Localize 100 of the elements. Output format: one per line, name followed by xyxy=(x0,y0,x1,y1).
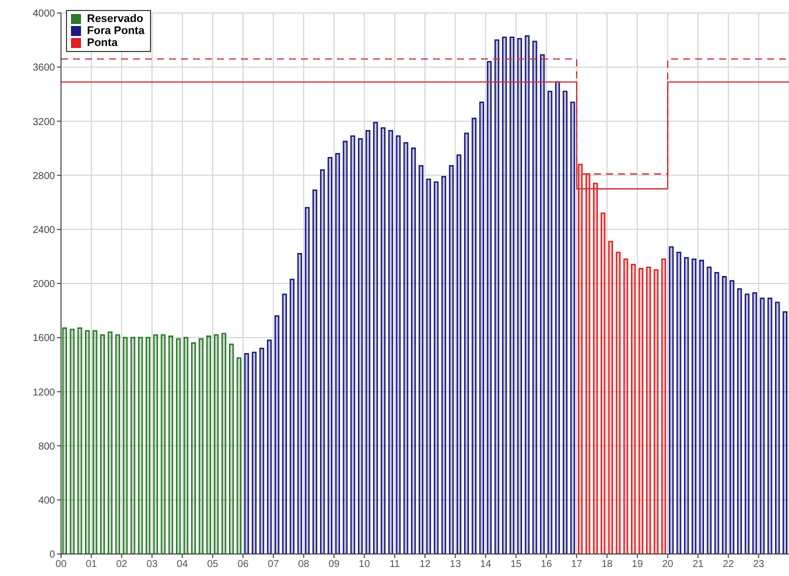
bar xyxy=(540,54,545,554)
bar xyxy=(236,357,242,554)
bar xyxy=(464,132,469,554)
bar xyxy=(699,260,704,554)
bar xyxy=(744,294,750,554)
bar xyxy=(502,36,507,554)
bar xyxy=(676,252,682,554)
bar xyxy=(472,118,477,554)
y-tick-label: 400 xyxy=(38,495,56,506)
x-tick-label: 07 xyxy=(268,559,280,570)
x-tick-label: 00 xyxy=(55,559,67,570)
y-tick-label: 0 xyxy=(49,550,56,561)
bar xyxy=(623,258,628,554)
bar xyxy=(692,258,696,554)
x-tick-label: 05 xyxy=(207,559,219,570)
bar xyxy=(122,336,128,554)
bar xyxy=(456,154,462,554)
bar xyxy=(168,336,174,554)
bar xyxy=(252,352,257,554)
x-tick-label: 06 xyxy=(237,559,249,570)
x-tick-label: 13 xyxy=(450,559,462,570)
bar xyxy=(100,334,105,554)
x-tick-label: 11 xyxy=(389,559,400,570)
bar xyxy=(146,336,150,554)
legend-label: Reservado xyxy=(87,13,144,25)
bar xyxy=(548,90,552,554)
bar xyxy=(373,122,378,554)
bar xyxy=(668,246,674,554)
bar xyxy=(524,35,530,554)
bar xyxy=(312,189,318,554)
y-tick-label: 3600 xyxy=(32,62,56,74)
bar xyxy=(160,334,166,554)
x-tick-label: 01 xyxy=(86,559,98,570)
bar xyxy=(198,338,204,554)
bar xyxy=(290,278,295,554)
bar xyxy=(616,252,621,554)
bar xyxy=(638,268,644,554)
bar xyxy=(259,348,264,554)
x-tick-label: 18 xyxy=(601,559,613,570)
bar xyxy=(600,212,606,554)
bar xyxy=(722,276,727,554)
bar xyxy=(767,298,772,554)
x-tick-label: 17 xyxy=(571,559,583,570)
bar xyxy=(380,127,386,554)
bar xyxy=(297,253,302,554)
bar xyxy=(532,40,538,554)
bar xyxy=(608,240,614,554)
bar xyxy=(304,207,310,554)
bar xyxy=(441,176,446,554)
bar xyxy=(510,36,514,554)
x-tick-label: 02 xyxy=(116,559,128,570)
bar xyxy=(214,334,219,554)
bar xyxy=(130,336,136,554)
bar xyxy=(448,165,454,554)
bar xyxy=(517,38,522,554)
y-tick-label: 800 xyxy=(38,441,56,452)
bar xyxy=(115,334,120,554)
bar xyxy=(570,102,576,554)
bar xyxy=(706,266,712,554)
bar xyxy=(108,331,113,554)
bar xyxy=(244,353,250,554)
bar xyxy=(486,60,492,554)
bar xyxy=(206,336,212,554)
bar xyxy=(403,142,408,554)
x-tick-label: 14 xyxy=(480,559,492,570)
x-tick-label: 22 xyxy=(722,559,734,570)
bar xyxy=(760,298,765,554)
bar xyxy=(396,135,401,554)
bar xyxy=(320,169,325,554)
bar xyxy=(434,181,439,554)
bar xyxy=(266,340,272,554)
bar xyxy=(229,344,234,554)
bar xyxy=(661,258,666,554)
bar xyxy=(593,182,598,554)
bar xyxy=(138,336,143,554)
bar xyxy=(737,288,742,554)
bar xyxy=(77,327,82,554)
bar xyxy=(221,332,226,554)
y-tick-label: 2800 xyxy=(32,170,56,182)
x-tick-label: 21 xyxy=(692,559,704,570)
x-tick-label: 08 xyxy=(298,559,310,570)
bar xyxy=(782,311,788,554)
bar xyxy=(646,266,651,554)
bar xyxy=(176,338,181,554)
bar xyxy=(62,327,68,554)
bar xyxy=(70,328,75,554)
bar xyxy=(418,165,424,554)
x-tick-label: 10 xyxy=(358,559,370,570)
y-tick-label: 1200 xyxy=(32,387,56,398)
bar xyxy=(714,272,720,554)
bar xyxy=(578,164,583,554)
bar xyxy=(153,334,158,554)
bar xyxy=(350,135,356,554)
bar xyxy=(562,90,568,554)
y-tick-label: 2400 xyxy=(32,224,56,236)
bar xyxy=(366,130,370,554)
bar xyxy=(555,81,560,554)
bar xyxy=(411,148,416,554)
x-tick-label: 20 xyxy=(662,559,674,570)
bar xyxy=(191,342,196,554)
